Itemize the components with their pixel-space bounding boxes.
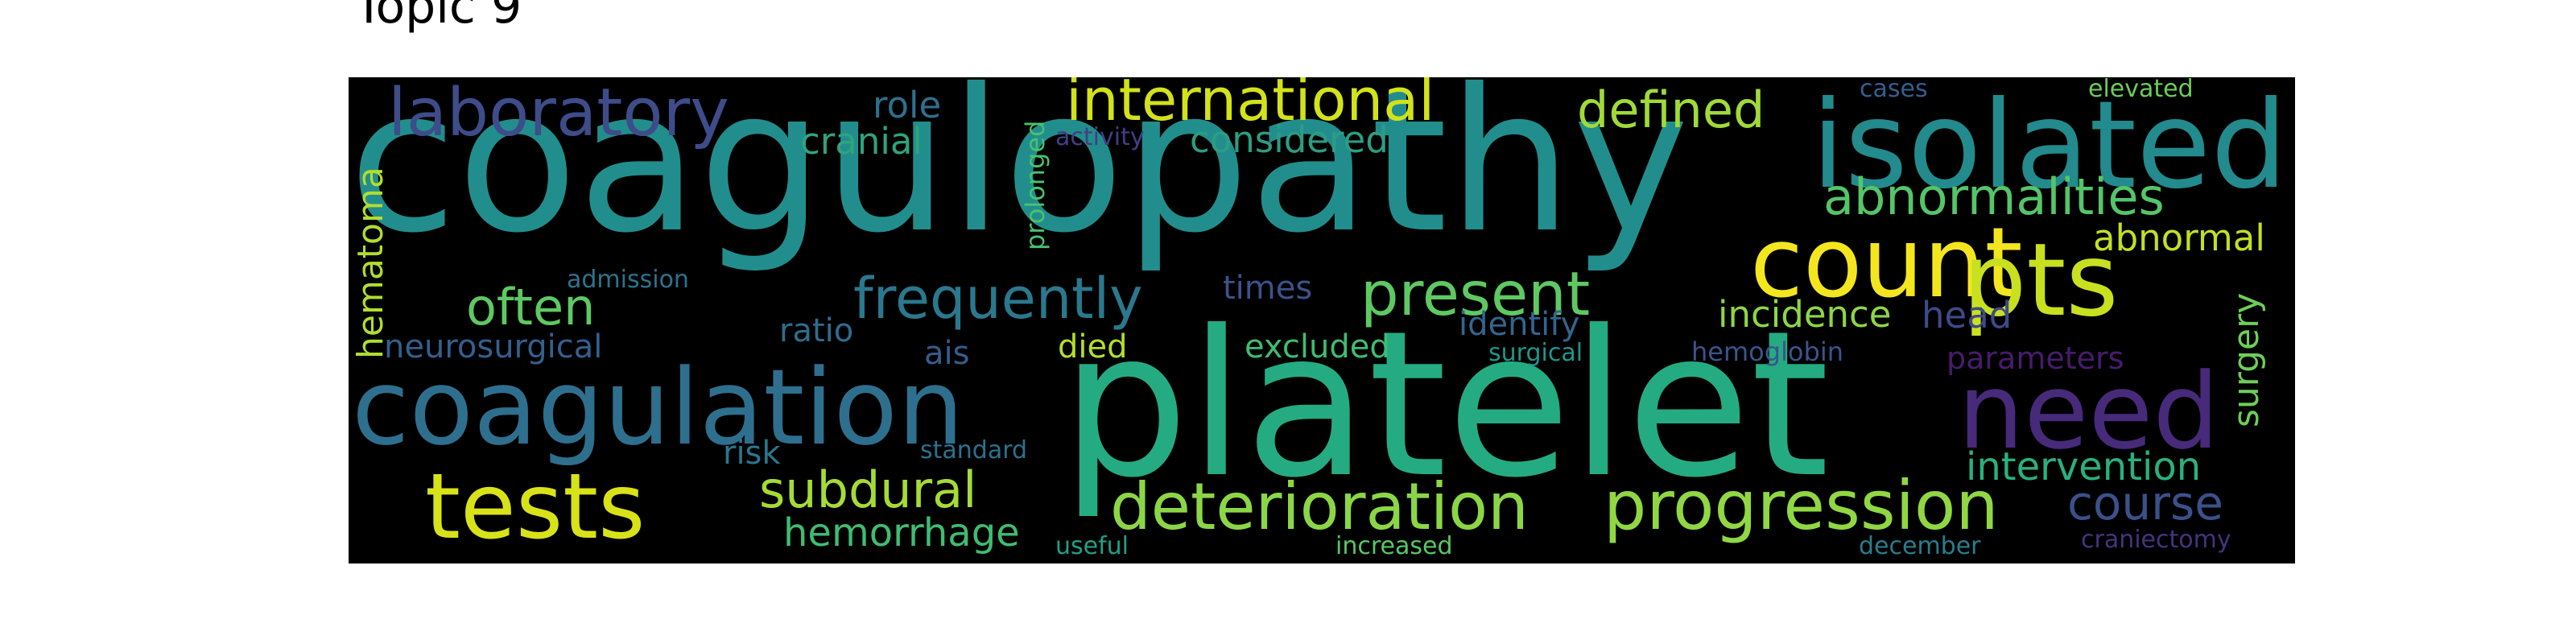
word: laboratory xyxy=(388,77,729,151)
word: count xyxy=(1750,208,2023,320)
word: subdural xyxy=(759,460,977,519)
word: identify xyxy=(1459,306,1580,343)
word: incidence xyxy=(1718,293,1892,336)
word: often xyxy=(466,278,596,336)
word: died xyxy=(1058,328,1128,365)
word: cranial xyxy=(800,120,923,163)
word: abnormalities xyxy=(1823,167,2165,226)
word: elevated xyxy=(2088,77,2194,103)
word-cloud: coagulopathy platelet coagulation isolat… xyxy=(349,77,2295,564)
word: tests xyxy=(425,455,646,559)
word: risk xyxy=(723,435,781,472)
word: times xyxy=(1223,270,1313,307)
word: parameters xyxy=(1946,341,2124,376)
word: hemorrhage xyxy=(783,510,1020,555)
word: deterioration xyxy=(1110,469,1529,544)
word: platelet xyxy=(1061,287,1830,522)
word: coagulation xyxy=(352,346,964,469)
word: considered xyxy=(1190,118,1389,161)
word: december xyxy=(1859,532,1981,560)
word: prolonged xyxy=(1020,120,1051,250)
word: activity xyxy=(1055,123,1145,151)
word: craniectomy xyxy=(2081,526,2231,554)
word: progression xyxy=(1604,466,1999,545)
word: pts xyxy=(1963,222,2119,339)
word: ratio xyxy=(779,312,854,349)
word: isolated xyxy=(1811,77,2288,216)
word: coagulopathy xyxy=(349,77,1690,276)
word: increased xyxy=(1335,532,1453,560)
word: ais xyxy=(924,335,970,372)
word: excluded xyxy=(1245,328,1390,365)
word: useful xyxy=(1055,532,1129,560)
word: need xyxy=(1958,350,2219,473)
figure-title: Topic 9 xyxy=(354,0,522,35)
word: hemoglobin xyxy=(1691,336,1843,367)
word: present xyxy=(1360,258,1591,329)
word: defined xyxy=(1577,80,1765,139)
word: international xyxy=(1066,77,1435,134)
word: neurosurgical xyxy=(384,328,603,365)
word: course xyxy=(2067,476,2223,530)
word: head xyxy=(1922,294,2013,336)
word: cases xyxy=(1860,77,1928,103)
word: admission xyxy=(567,266,689,294)
word: role xyxy=(873,84,942,126)
word: abnormal xyxy=(2093,217,2265,259)
word: surgical xyxy=(1488,339,1583,367)
word: standard xyxy=(920,436,1028,464)
word: intervention xyxy=(1966,444,2202,489)
word: surgery xyxy=(2226,292,2267,427)
word: frequently xyxy=(853,266,1143,332)
